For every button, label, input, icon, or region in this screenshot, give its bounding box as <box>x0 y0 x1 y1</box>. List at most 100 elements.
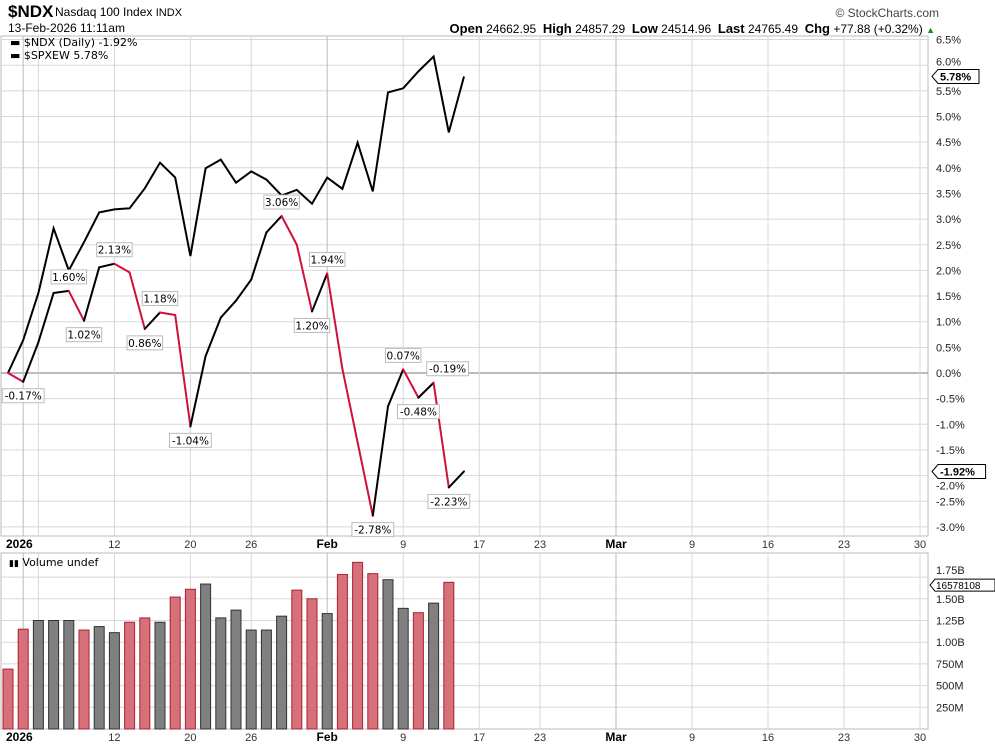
data-label-box <box>293 317 331 333</box>
y-tick-label: 1.0% <box>936 317 961 329</box>
y-tick-label: -0.5% <box>936 394 965 406</box>
volume-bar <box>215 617 227 730</box>
x-tick-label: 12 <box>108 732 120 744</box>
ndx-segment-up <box>83 266 101 322</box>
volume-tick-label: 250M <box>936 702 964 714</box>
ndx-segment-down <box>432 381 450 489</box>
y-tick-label: 4.5% <box>936 137 961 149</box>
low-value: 24514.96 <box>661 22 712 36</box>
y-tick-label: -2.5% <box>936 496 965 508</box>
volume-tick-label: 750M <box>936 659 964 671</box>
volume-bar <box>78 629 90 730</box>
spxew-line <box>7 54 465 374</box>
data-label-box <box>427 493 471 509</box>
data-label: 1.02% <box>67 330 100 342</box>
data-label-box <box>96 242 133 258</box>
volume-last-marker: 16578108 <box>936 581 981 592</box>
data-label: -0.17% <box>5 391 42 403</box>
x-tick-label: 9 <box>689 732 695 744</box>
ndx-segment-down <box>128 271 146 330</box>
volume-bar <box>230 609 242 730</box>
volume-panel-frame <box>0 552 929 730</box>
volume-bar <box>306 598 318 730</box>
x-tick-label: 20 <box>184 732 196 744</box>
volume-bar <box>17 628 29 730</box>
low-label: Low <box>631 21 658 36</box>
volume-bar <box>169 596 181 730</box>
data-label-box <box>397 404 440 420</box>
high-label: High <box>542 21 572 36</box>
x-tick-label: 30 <box>914 539 926 551</box>
volume-bar <box>260 629 272 730</box>
y-tick-label: -1.0% <box>936 419 965 431</box>
ndx-segment-down <box>295 243 313 313</box>
ndx-segment-up <box>417 381 435 399</box>
x-tick-label: 23 <box>838 539 850 551</box>
legend-ndx: ▬ $NDX (Daily) -1.92% <box>10 36 138 49</box>
index-title: Nasdaq 100 Index <box>55 5 153 19</box>
y-tick-label: -3.0% <box>936 522 965 534</box>
spxew-last-marker: 5.78% <box>940 71 971 83</box>
data-label: 1.20% <box>295 320 328 332</box>
ndx-segment-up <box>189 355 207 428</box>
copyright[interactable]: © StockCharts.com <box>835 6 939 20</box>
y-tick-label: 0.0% <box>936 368 961 380</box>
y-tick-label: 6.0% <box>936 56 961 68</box>
ndx-segment-up <box>371 405 389 517</box>
data-label-box <box>263 194 300 210</box>
volume-bar <box>2 668 14 730</box>
ndx-segment-down <box>356 441 374 517</box>
data-label: 1.60% <box>52 272 85 284</box>
open-value: 24662.95 <box>486 22 537 36</box>
ndx-segment-up <box>250 231 268 281</box>
legend-spxew-label: $SPXEW 5.78% <box>23 49 109 62</box>
data-label-box <box>308 251 346 267</box>
ndx-segment-down <box>7 372 25 383</box>
ndx-segment-up <box>447 470 465 489</box>
volume-bar <box>63 620 75 730</box>
data-label: 1.18% <box>143 293 176 305</box>
volume-bar <box>200 583 212 730</box>
y-tick-label: 3.0% <box>936 214 961 226</box>
volume-title-label: Volume undef <box>22 556 99 569</box>
x-tick-label: 9 <box>400 732 406 744</box>
y-tick-label: 0.5% <box>936 342 961 354</box>
x-tick-label: 23 <box>534 732 546 744</box>
ndx-segment-down <box>326 272 344 370</box>
y-tick-label: 6.5% <box>936 35 961 47</box>
volume-bar <box>352 561 364 730</box>
volume-title: ▮▮ Volume undef <box>9 556 98 569</box>
ndx-segment-down <box>113 262 131 274</box>
x-tick-label: 2026 <box>6 730 33 744</box>
data-label-box <box>126 335 164 351</box>
x-tick-label: 2026 <box>6 537 33 551</box>
ndx-segment-down <box>280 215 298 246</box>
open-label: Open <box>449 21 483 36</box>
price-panel-frame <box>0 35 929 537</box>
x-tick-label: 20 <box>184 539 196 551</box>
x-tick-label: Mar <box>605 537 627 551</box>
volume-tick-label: 500M <box>936 681 964 693</box>
data-label-box <box>65 327 103 343</box>
ndx-segment-up <box>22 341 40 383</box>
legend-spxew: ▬ $SPXEW 5.78% <box>10 49 109 62</box>
volume-bar <box>48 620 60 730</box>
volume-bar <box>93 626 105 730</box>
y-tick-label: 2.5% <box>936 240 961 252</box>
data-label-box <box>141 290 179 306</box>
volume-bar <box>245 629 257 730</box>
x-tick-label: 23 <box>838 732 850 744</box>
y-tick-label: 1.5% <box>936 291 961 303</box>
data-label: 3.06% <box>265 197 298 209</box>
volume-tick-label: 1.00B <box>936 637 965 649</box>
volume-bar <box>428 602 440 730</box>
volume-tick-label: 1.25B <box>936 616 965 628</box>
ndx-segment-up <box>98 262 116 269</box>
ndx-segment-down <box>174 314 192 428</box>
quote-bar: Open 24662.95 High 24857.29 Low 24514.96… <box>450 21 935 36</box>
y-tick-label: 5.5% <box>936 86 961 98</box>
spxew-last-marker-box <box>931 68 980 84</box>
volume-bars-icon: ▮▮ <box>9 559 19 569</box>
data-label: -2.23% <box>430 496 467 508</box>
